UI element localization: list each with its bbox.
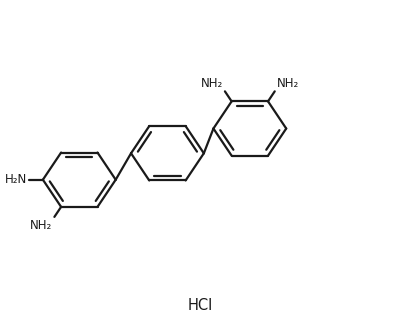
Text: H₂N: H₂N — [6, 173, 28, 186]
Text: NH₂: NH₂ — [30, 218, 53, 231]
Text: NH₂: NH₂ — [277, 77, 299, 90]
Text: NH₂: NH₂ — [201, 77, 223, 90]
Text: HCl: HCl — [187, 298, 213, 313]
